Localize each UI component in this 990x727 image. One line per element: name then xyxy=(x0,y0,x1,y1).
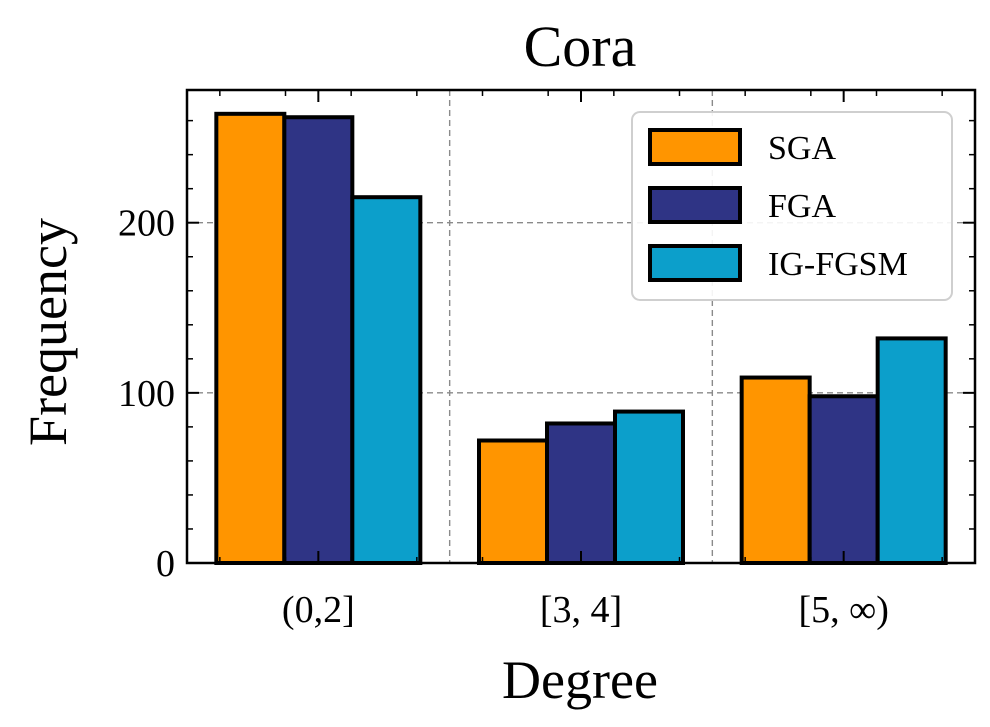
chart-title: Cora xyxy=(524,14,637,79)
bar xyxy=(214,111,287,566)
y-tick-label: 100 xyxy=(118,373,175,415)
legend-swatch xyxy=(648,244,742,282)
legend-swatch xyxy=(648,186,742,224)
plot-frame xyxy=(185,88,977,565)
y-tick-label: 200 xyxy=(118,203,175,245)
ticks: 0 100 200 (0,2] [3, 4] [5, ∞) xyxy=(118,90,975,631)
bars xyxy=(214,111,948,566)
bar xyxy=(875,336,948,565)
x-tick-label: [5, ∞) xyxy=(798,589,888,631)
bar xyxy=(545,421,617,566)
x-axis-label: Degree xyxy=(502,650,658,710)
y-tick-label: 0 xyxy=(156,543,175,585)
bar xyxy=(282,115,355,565)
legend: SGA FGA IG-FGSM xyxy=(631,111,953,301)
legend-label: FGA xyxy=(768,188,836,225)
bar xyxy=(350,195,423,565)
x-tick-label: [3, 4] xyxy=(540,589,622,631)
legend-label: SGA xyxy=(768,130,836,167)
bar xyxy=(739,375,812,565)
legend-swatch xyxy=(648,128,742,166)
bar xyxy=(807,394,880,566)
y-axis-label: Frequency xyxy=(18,218,78,446)
x-tick-label: (0,2] xyxy=(282,589,355,631)
bar xyxy=(477,438,549,565)
bar xyxy=(613,409,685,565)
legend-label: IG-FGSM xyxy=(768,246,908,283)
